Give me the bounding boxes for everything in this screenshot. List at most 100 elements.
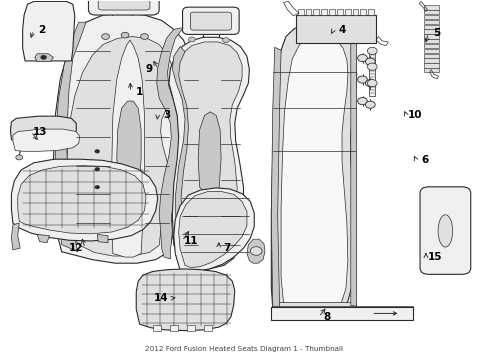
FancyBboxPatch shape bbox=[190, 12, 231, 30]
Circle shape bbox=[16, 155, 22, 160]
Text: 14: 14 bbox=[154, 293, 168, 303]
Polygon shape bbox=[423, 44, 438, 48]
Polygon shape bbox=[423, 58, 438, 63]
Circle shape bbox=[365, 80, 374, 87]
Polygon shape bbox=[313, 9, 319, 15]
Polygon shape bbox=[423, 34, 438, 39]
Polygon shape bbox=[55, 22, 86, 252]
Circle shape bbox=[188, 37, 195, 42]
Polygon shape bbox=[350, 30, 356, 306]
Circle shape bbox=[357, 54, 366, 62]
FancyBboxPatch shape bbox=[419, 187, 470, 274]
Polygon shape bbox=[423, 63, 438, 68]
Text: 2012 Ford Fusion Heated Seats Diagram 1 - Thumbnail: 2012 Ford Fusion Heated Seats Diagram 1 … bbox=[145, 346, 343, 352]
Polygon shape bbox=[169, 325, 177, 330]
Text: 10: 10 bbox=[407, 111, 422, 121]
Text: 5: 5 bbox=[432, 28, 440, 38]
Circle shape bbox=[95, 167, 100, 171]
Circle shape bbox=[366, 63, 376, 70]
Circle shape bbox=[365, 58, 374, 65]
Polygon shape bbox=[117, 101, 141, 184]
Polygon shape bbox=[368, 67, 374, 80]
Polygon shape bbox=[295, 15, 375, 43]
Polygon shape bbox=[246, 239, 264, 263]
Text: 9: 9 bbox=[145, 64, 153, 74]
Circle shape bbox=[357, 76, 366, 83]
Polygon shape bbox=[66, 37, 175, 256]
Polygon shape bbox=[423, 30, 438, 34]
Polygon shape bbox=[157, 28, 183, 259]
Circle shape bbox=[95, 149, 100, 153]
Text: 8: 8 bbox=[323, 312, 330, 322]
Polygon shape bbox=[10, 116, 76, 142]
Polygon shape bbox=[136, 269, 234, 330]
Polygon shape bbox=[281, 33, 347, 311]
Polygon shape bbox=[321, 9, 326, 15]
Ellipse shape bbox=[437, 215, 452, 247]
Polygon shape bbox=[198, 112, 221, 194]
Text: 7: 7 bbox=[224, 243, 231, 253]
Circle shape bbox=[121, 32, 129, 38]
Polygon shape bbox=[368, 83, 374, 96]
Polygon shape bbox=[173, 188, 254, 271]
FancyBboxPatch shape bbox=[88, 0, 159, 15]
Polygon shape bbox=[112, 40, 144, 257]
Polygon shape bbox=[423, 68, 438, 72]
Polygon shape bbox=[423, 49, 438, 53]
Polygon shape bbox=[272, 302, 355, 309]
Polygon shape bbox=[35, 54, 53, 62]
Polygon shape bbox=[203, 325, 211, 330]
Text: 2: 2 bbox=[39, 25, 46, 35]
Polygon shape bbox=[423, 25, 438, 29]
Polygon shape bbox=[178, 192, 246, 267]
Polygon shape bbox=[153, 325, 160, 330]
Polygon shape bbox=[18, 166, 146, 234]
Text: 11: 11 bbox=[183, 236, 198, 246]
Polygon shape bbox=[423, 15, 438, 19]
Circle shape bbox=[357, 98, 366, 105]
Polygon shape bbox=[297, 9, 303, 15]
Polygon shape bbox=[186, 325, 194, 330]
Text: 4: 4 bbox=[338, 25, 345, 35]
Polygon shape bbox=[11, 159, 158, 241]
Polygon shape bbox=[172, 46, 188, 263]
Polygon shape bbox=[360, 9, 366, 15]
Circle shape bbox=[366, 47, 376, 54]
Polygon shape bbox=[53, 13, 189, 263]
FancyBboxPatch shape bbox=[98, 0, 150, 10]
Polygon shape bbox=[423, 20, 438, 24]
Polygon shape bbox=[11, 223, 20, 250]
Polygon shape bbox=[22, 1, 75, 61]
Circle shape bbox=[222, 38, 229, 42]
Polygon shape bbox=[344, 9, 350, 15]
Circle shape bbox=[102, 34, 109, 40]
Polygon shape bbox=[37, 234, 49, 243]
Polygon shape bbox=[271, 47, 281, 307]
Polygon shape bbox=[352, 9, 358, 15]
Text: 13: 13 bbox=[32, 127, 47, 136]
Circle shape bbox=[141, 34, 148, 40]
Circle shape bbox=[365, 101, 374, 108]
Polygon shape bbox=[336, 9, 342, 15]
Polygon shape bbox=[13, 129, 80, 151]
Polygon shape bbox=[328, 9, 334, 15]
Text: 12: 12 bbox=[69, 243, 83, 253]
FancyBboxPatch shape bbox=[182, 7, 239, 35]
Text: 6: 6 bbox=[421, 155, 427, 165]
Polygon shape bbox=[423, 5, 438, 10]
Polygon shape bbox=[423, 10, 438, 14]
Polygon shape bbox=[367, 9, 373, 15]
Circle shape bbox=[41, 55, 46, 59]
Circle shape bbox=[366, 80, 376, 87]
Polygon shape bbox=[305, 9, 311, 15]
Polygon shape bbox=[272, 306, 412, 319]
Text: 3: 3 bbox=[163, 111, 170, 121]
Polygon shape bbox=[168, 37, 249, 269]
Polygon shape bbox=[271, 24, 356, 316]
Text: 1: 1 bbox=[136, 87, 143, 97]
Polygon shape bbox=[97, 234, 108, 243]
Polygon shape bbox=[177, 42, 242, 268]
Polygon shape bbox=[423, 54, 438, 58]
Polygon shape bbox=[368, 51, 374, 64]
Circle shape bbox=[250, 247, 262, 255]
